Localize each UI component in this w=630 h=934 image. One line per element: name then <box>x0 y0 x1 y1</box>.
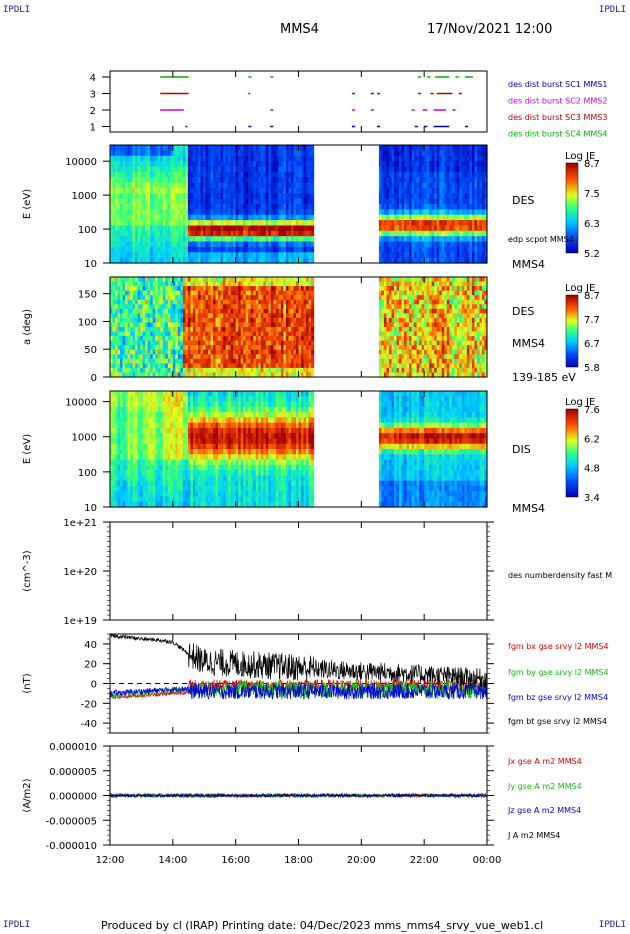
panel-5-ytick-label: 20 <box>84 660 97 671</box>
panel-6-series-name: Jy gse A m2 MMS4 <box>507 782 582 791</box>
colorbar-3-tick: 4.8 <box>584 464 600 475</box>
colorbar-2 <box>565 294 579 368</box>
colorbar-2-tick: 5.8 <box>584 363 600 374</box>
heatmap-2-ylabel: a (deg) <box>22 309 33 345</box>
panel-1-legend-entry: des dist burst SC2 MMS2 <box>508 97 607 106</box>
panel-4-frame <box>109 521 488 621</box>
heatmap-1-right-label: edp scpot MMS4 <box>508 235 574 244</box>
heatmap-3-right-label: MMS4 <box>512 502 545 515</box>
colorbar-3-title: Log JE <box>565 397 595 408</box>
heatmap-2-right-label: MMS4 <box>512 337 545 350</box>
xtick-label: 12:00 <box>96 855 125 866</box>
heatmap-3-ytick-label: 100 <box>78 468 97 479</box>
panel-4-ylabel: (cm^-3) <box>22 550 33 591</box>
panel-6-ytick-label: -0.000005 <box>46 816 97 827</box>
colorbar-3-tick: 3.4 <box>584 493 600 504</box>
heatmap-3-cells <box>110 391 488 508</box>
heatmap-3-right-label: DIS <box>512 443 531 456</box>
panel-6-ytick-label: -0.000010 <box>46 841 97 852</box>
panel-4-ytick-label: 1e+21 <box>63 518 97 529</box>
colorbar-1 <box>565 162 579 254</box>
colorbar-3 <box>565 408 579 498</box>
panel-1-ytick-label: 4 <box>90 73 96 84</box>
colorbar-2-title: Log JE <box>565 283 595 294</box>
panel-5-series-name: fgm bz gse srvy l2 MMS4 <box>508 693 608 702</box>
heatmap-1-ylabel: E (eV) <box>22 189 33 219</box>
panel-1-frame <box>109 70 488 133</box>
heatmap-2-ytick-label: 100 <box>78 317 97 328</box>
panel-1-ytick-label: 3 <box>90 90 96 101</box>
heatmap-2-cells <box>110 277 488 378</box>
colorbar-1-tick: 8.7 <box>584 159 600 170</box>
panel-1-legend-entry: des dist burst SC1 MMS1 <box>508 80 607 89</box>
xtick-label: 20:00 <box>347 855 376 866</box>
heatmap-3-ytick-label: 1000 <box>72 433 97 444</box>
panel-5-ylabel: (nT) <box>22 673 33 693</box>
xtick-label: 00:00 <box>473 855 502 866</box>
panel-4-series-name: des numberdensity fast M <box>508 571 612 580</box>
heatmap-1-ytick-label: 100 <box>78 225 97 236</box>
heatmap-3-ytick-label: 10 <box>84 503 97 514</box>
heatmap-2-ytick-label: 150 <box>78 290 97 301</box>
heatmap-1-ytick-label: 10000 <box>65 157 97 168</box>
heatmap-2-right-label: DES <box>512 305 534 318</box>
panel-5-ytick-label: 0 <box>91 680 97 691</box>
panel-4-ytick-label: 1e+20 <box>63 567 97 578</box>
colorbar-2-tick: 8.7 <box>584 291 600 302</box>
colorbar-2-tick: 6.7 <box>584 339 600 350</box>
panel-5-ytick-label: -20 <box>81 699 97 710</box>
colorbar-1-tick: 7.5 <box>584 189 600 200</box>
panel-5-series-name: fgm by gse srvy l2 MMS4 <box>508 668 609 677</box>
footer-text: Produced by cl (IRAP) Printing date: 04/… <box>101 919 544 932</box>
heatmap-2-right-label: 139-185 eV <box>512 371 576 384</box>
colorbar-3-tick: 7.6 <box>584 405 600 416</box>
current-series-line <box>109 793 488 798</box>
heatmap-2-ytick-label: 50 <box>84 345 97 356</box>
panel-4-ytick-label: 1e+19 <box>63 616 97 627</box>
panel-5-series-name: fgm bt gse srvy l2 MMS4 <box>508 717 607 726</box>
heatmap-1-cells <box>110 145 488 264</box>
colorbar-3-tick: 6.2 <box>584 434 600 445</box>
panel-5-ytick-label: -40 <box>81 719 97 730</box>
corner-label-bottom-left: IPDLI <box>3 920 31 930</box>
panel-6-series-name: Jx gse A m2 MMS4 <box>507 757 582 766</box>
heatmap-1-right-label: DES <box>512 194 534 207</box>
xtick-label: 22:00 <box>410 855 439 866</box>
heatmap-2-ytick-label: 0 <box>91 373 97 384</box>
colorbar-1-tick: 5.2 <box>584 249 600 260</box>
xtick-label: 18:00 <box>284 855 313 866</box>
panel-5-ytick-label: 40 <box>84 640 97 651</box>
heatmap-1-right-label: MMS4 <box>512 258 545 271</box>
corner-label-bottom-right: IPDLI <box>598 920 626 930</box>
panel-6-series-name: J A m2 MMS4 <box>507 831 560 840</box>
panel-1-legend-entry: des dist burst SC4 MMS4 <box>508 130 607 139</box>
panel-1-legend-entry: des dist burst SC3 MMS3 <box>508 113 607 122</box>
colorbar-1-tick: 6.3 <box>584 219 600 230</box>
heatmap-1-ytick-label: 1000 <box>72 191 97 202</box>
panel-6-ylabel: (A/m2) <box>22 778 33 812</box>
panel-6-ytick-label: 0.000000 <box>49 792 97 803</box>
panel-6-ytick-label: 0.000005 <box>49 767 97 778</box>
panel-1-ytick-label: 2 <box>90 106 96 117</box>
datetime-title: 17/Nov/2021 12:00 <box>427 22 553 37</box>
colorbar-2-tick: 7.7 <box>584 315 600 326</box>
corner-label-top-left: IPDLI <box>3 5 31 15</box>
heatmap-3-ytick-label: 10000 <box>65 398 97 409</box>
xtick-label: 16:00 <box>221 855 250 866</box>
panel-6-series-name: Jz gse A m2 MMS4 <box>507 806 581 815</box>
bt-series-line <box>109 633 488 688</box>
xtick-label: 14:00 <box>158 855 187 866</box>
spacecraft-title: MMS4 <box>280 22 319 37</box>
panel-5-series-name: fgm bx gse srvy l2 MMS4 <box>508 642 609 651</box>
panel-1-ytick-label: 1 <box>90 123 96 134</box>
bz-series-line <box>109 682 488 700</box>
heatmap-1-ytick-label: 10 <box>84 259 97 270</box>
heatmap-3-ylabel: E (eV) <box>22 434 33 464</box>
panel-6-ytick-label: 0.000010 <box>49 742 97 753</box>
colorbar-1-title: Log JE <box>565 151 595 162</box>
corner-label-top-right: IPDLI <box>598 5 626 15</box>
